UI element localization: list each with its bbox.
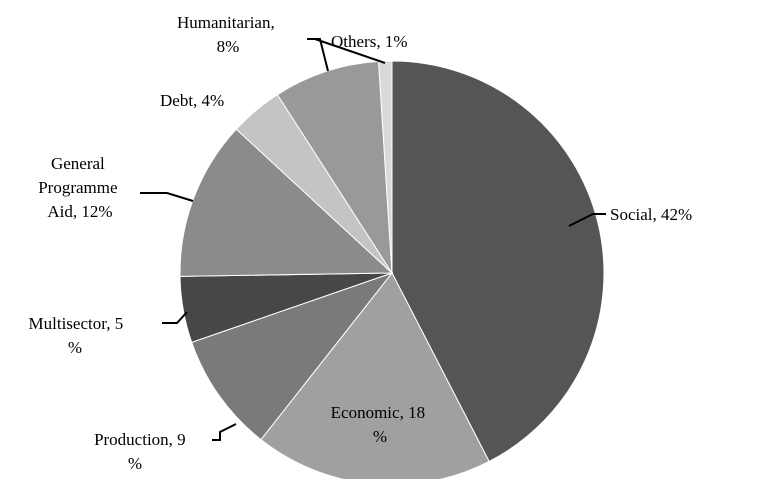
data-label-economic: Economic, 18 % [331,403,430,446]
pie-slice-production [191,271,394,441]
data-label-general-programme-aid: General Programme Aid, 12% [38,154,122,221]
leader-line-humanitarian [307,38,329,72]
label-leader-lines [140,38,606,441]
pie-slice-humanitarian [276,60,393,275]
leader-line-general-programme-aid [140,192,194,202]
leader-line-multisector [162,311,188,324]
data-label-debt: Debt, 4% [160,91,224,110]
leader-line-production [212,423,237,441]
pie-slice-social [391,60,605,463]
pie-slice-economic [260,272,490,479]
leader-line-social [568,213,606,227]
data-label-multisector: Multisector, 5 % [29,314,128,357]
pie-slice-general-programme-aid [179,128,394,277]
data-label-humanitarian: Humanitarian, 8% [177,13,279,56]
data-label-social: Social, 42% [610,205,692,224]
pie-slices [179,60,605,479]
data-label-production: Production, 9 % [94,430,190,473]
leader-line-others [314,38,386,64]
data-label-others: Others, 1% [331,32,407,51]
